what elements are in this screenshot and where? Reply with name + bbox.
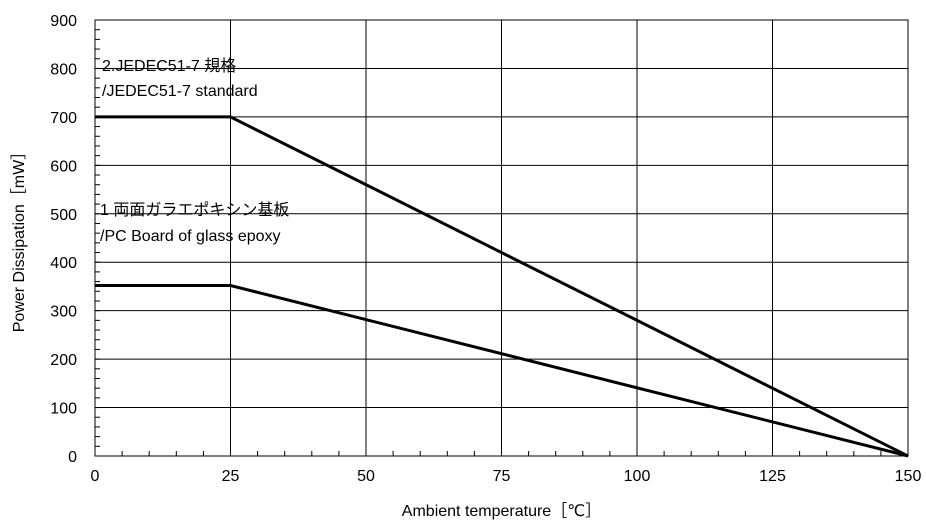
annotation-jedec-line1: 2.JEDEC51-7 規格 [102,57,236,75]
series-line-1 [95,115,909,458]
y-tick-label-600: 600 [50,158,77,175]
x-axis-title: Ambient temperature［℃］ [402,502,601,520]
annotation-pcboard-line1: 1 両面ガラエポキシン基板 [100,201,289,219]
y-tick-label-900: 900 [50,13,77,30]
grid-lines [95,20,908,456]
x-tick-label-150: 150 [895,468,922,485]
y-tick-label-400: 400 [50,255,77,272]
y-tick-label-700: 700 [50,110,77,127]
x-tick-label-25: 25 [222,468,240,485]
y-tick-label-500: 500 [50,207,77,224]
plot-frame [94,19,909,457]
y-tick-label-800: 800 [50,61,77,78]
y-axis-title: Power Dissipation［mW］ [10,144,28,333]
x-tick-label-125: 125 [759,468,786,485]
y-tick-labels: 0 100 200 300 400 500 600 700 800 900 [50,13,77,466]
x-tick-label-50: 50 [357,468,375,485]
x-tick-label-100: 100 [624,468,651,485]
x-tick-label-0: 0 [91,468,100,485]
x-tick-label-75: 75 [493,468,511,485]
x-tick-labels: 0 25 50 75 100 125 150 [91,468,922,485]
y-tick-label-100: 100 [50,401,77,418]
series-lines [95,115,909,458]
annotation-pcboard-line2: /PC Board of glass epoxy [100,228,281,245]
y-tick-label-200: 200 [50,352,77,369]
series-line-2 [95,284,909,458]
y-tick-label-300: 300 [50,304,77,321]
y-tick-label-0: 0 [68,449,77,466]
annotation-jedec-line2: /JEDEC51-7 standard [102,83,258,100]
